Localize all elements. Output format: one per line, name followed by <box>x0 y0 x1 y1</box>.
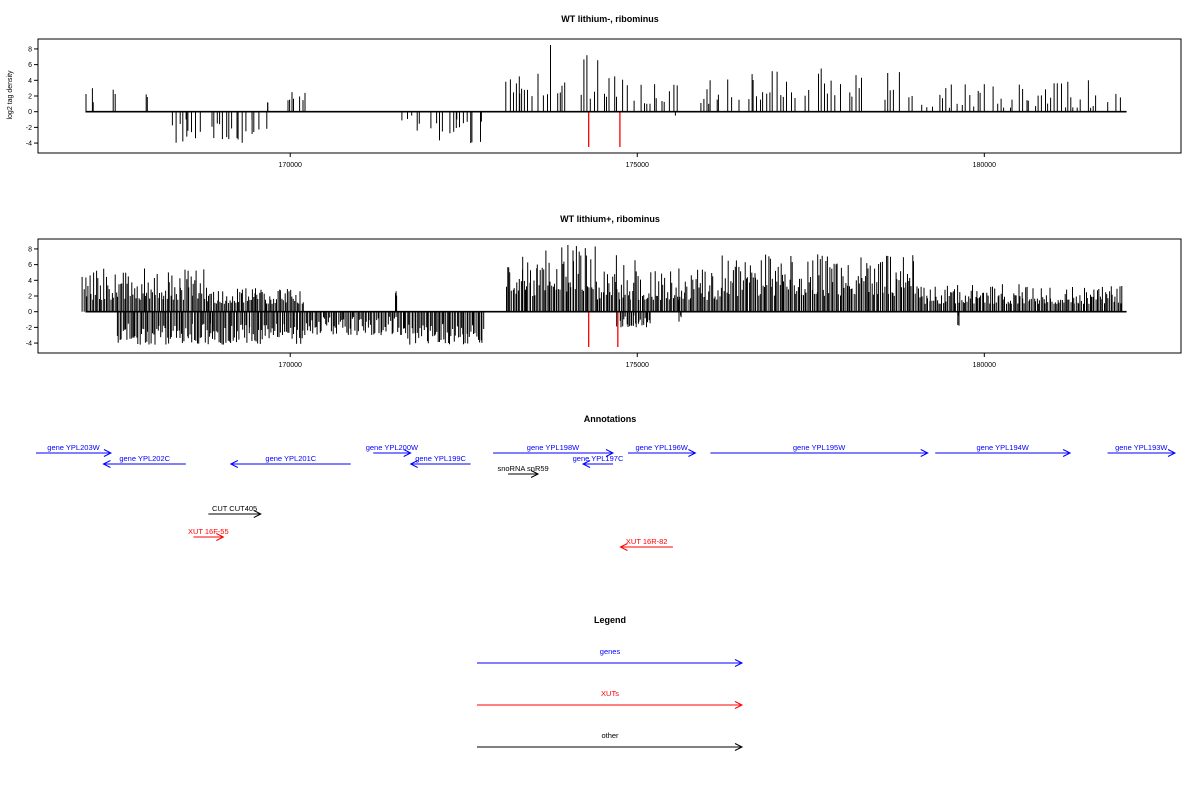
annotation-label: CUT CUT405 <box>212 504 257 513</box>
y-tick-label: 6 <box>28 62 32 69</box>
y-tick-label: 6 <box>28 262 32 269</box>
annotation-arrow-head <box>409 460 418 468</box>
x-tick-label: 170000 <box>279 362 302 369</box>
annotation-arrow-head <box>619 543 628 551</box>
annotation-features: gene YPL203W gene YPL202C gene YPL201C gene… <box>36 443 1177 551</box>
annotations-title: Annotations <box>584 414 637 424</box>
y-tick-label: 2 <box>28 294 32 301</box>
annotation-label: XUT 16R-82 <box>626 537 668 546</box>
y-tick-label: 4 <box>28 78 32 85</box>
annotation-arrow-head <box>103 449 113 457</box>
annotation-label: gene YPL203W <box>47 443 100 452</box>
annotation-feature: CUT CUT405 <box>208 504 262 518</box>
annotation-label: gene YPL197C <box>573 454 624 463</box>
x-tick-label: 175000 <box>626 162 649 169</box>
annotation-feature: snoRNA snR59 <box>497 464 549 478</box>
annotation-label: gene YPL200W <box>366 443 419 452</box>
y-tick-label: 0 <box>28 109 32 116</box>
annotation-arrow-head <box>920 449 929 457</box>
annotation-feature: gene YPL193W <box>1107 443 1177 457</box>
legend-label: XUTs <box>601 689 619 698</box>
panel-wt-lithium-minus: WT lithium-, ribominus log2 tag density … <box>7 14 1182 169</box>
annotation-feature: XUT 16F-55 <box>188 527 229 541</box>
x-ticks: 170000 175000 180000 <box>279 353 996 369</box>
annotation-label: gene YPL194W <box>976 443 1029 452</box>
y-tick-label: 0 <box>28 309 32 316</box>
annotation-arrow-head <box>229 460 239 468</box>
annotation-feature: gene YPL194W <box>935 443 1072 457</box>
annotation-feature: gene YPL203W <box>36 443 113 457</box>
x-tick-label: 170000 <box>279 162 302 169</box>
legend-label: genes <box>600 647 621 656</box>
annotation-label: gene YPL202C <box>119 454 170 463</box>
annotation-label: XUT 16F-55 <box>188 527 229 536</box>
annotation-feature: gene YPL195W <box>710 443 929 457</box>
x-tick-label: 175000 <box>626 362 649 369</box>
annotation-label: gene YPL198W <box>527 443 580 452</box>
red-spikes <box>588 111 621 147</box>
annotation-arrow-head <box>1062 449 1072 457</box>
annotation-arrow-head <box>581 460 591 468</box>
annotation-arrow-head <box>688 449 697 457</box>
legend-item: genes <box>477 647 744 667</box>
legend-items: genes XUTs other <box>477 647 744 751</box>
annotation-label: gene YPL195W <box>793 443 846 452</box>
annotation-label: gene YPL199C <box>415 454 466 463</box>
annotation-feature: gene YPL200W <box>366 443 419 457</box>
y-axis-label: log2 tag density <box>7 70 14 120</box>
y-tick-label: -4 <box>26 341 32 348</box>
legend-title: Legend <box>594 615 626 625</box>
annotation-arrow-head <box>605 449 615 457</box>
annotation-feature: gene YPL199C <box>409 454 471 468</box>
y-tick-label: 8 <box>28 46 32 53</box>
legend-arrow-head <box>734 659 744 667</box>
x-tick-label: 180000 <box>973 362 996 369</box>
legend-arrow-head <box>734 743 744 751</box>
red-spikes <box>588 311 619 347</box>
data-bars <box>81 245 1123 345</box>
annotation-arrow-head <box>216 533 225 541</box>
y-tick-label: 2 <box>28 94 32 101</box>
annotation-label: gene YPL196W <box>635 443 688 452</box>
annotation-feature: gene YPL197C <box>573 454 624 468</box>
annotation-feature: gene YPL201C <box>229 454 351 468</box>
annotation-feature: gene YPL196W <box>627 443 697 457</box>
legend: Legend genes XUTs other <box>477 615 744 751</box>
y-tick-label: -2 <box>26 125 32 132</box>
y-ticks: -4 -2 0 2 4 6 8 <box>26 46 38 148</box>
annotation-arrow-head <box>530 470 540 478</box>
y-tick-label: 4 <box>28 278 32 285</box>
annotation-label: snoRNA snR59 <box>497 464 548 473</box>
annotation-arrow-head <box>403 449 412 457</box>
x-ticks: 170000 175000 180000 <box>279 153 996 169</box>
annotation-arrow-head <box>102 460 111 468</box>
panel-title: WT lithium+, ribominus <box>560 214 660 224</box>
legend-label: other <box>601 731 619 740</box>
annotation-feature: XUT 16R-82 <box>619 537 673 551</box>
x-tick-label: 180000 <box>973 162 996 169</box>
annotation-feature: gene YPL198W <box>493 443 615 457</box>
legend-item: other <box>477 731 744 751</box>
y-tick-label: -4 <box>26 141 32 148</box>
panel-title: WT lithium-, ribominus <box>561 14 659 24</box>
annotation-arrow-head <box>1167 449 1177 457</box>
y-tick-label: 8 <box>28 246 32 253</box>
y-tick-label: -2 <box>26 325 32 332</box>
annotation-label: gene YPL193W <box>1115 443 1168 452</box>
annotation-label: gene YPL201C <box>265 454 316 463</box>
annotation-arrow-head <box>253 510 262 518</box>
y-ticks: -4 -2 0 2 4 6 8 <box>26 246 38 348</box>
legend-arrow-head <box>734 701 744 709</box>
annotation-feature: gene YPL202C <box>102 454 186 468</box>
data-bars <box>85 45 1121 144</box>
legend-item: XUTs <box>477 689 744 709</box>
